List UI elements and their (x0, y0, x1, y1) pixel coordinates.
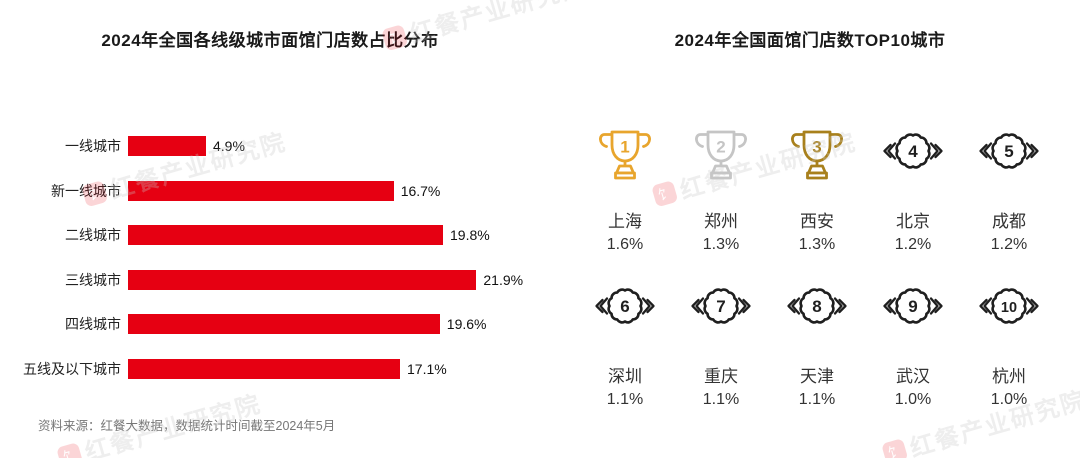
bar-value-label: 17.1% (407, 360, 447, 377)
right-chart-title: 2024年全国面馆门店数TOP10城市 (674, 31, 946, 50)
bar-category-label: 四线城市 (65, 316, 121, 333)
top10-grid: 1 上海 1.6% 2 郑州 1.3% 3 西安 1.3% 4 北京 1.2% 5 成都 1.2% 6 深圳 1.… (540, 125, 1080, 409)
left-chart-title: 2024年全国各线级城市面馆门店数占比分布 (101, 31, 439, 50)
bar-value-label: 21.9% (483, 271, 524, 288)
svg-text:6: 6 (620, 297, 629, 316)
bar-track: 19.8% (128, 225, 540, 246)
svg-text:7: 7 (716, 297, 725, 316)
city-name: 武汉 (896, 367, 930, 386)
city-name: 北京 (896, 212, 930, 231)
bar-category-label: 新一线城市 (51, 182, 121, 199)
bar-value-label: 16.7% (400, 182, 441, 199)
bar-row: 新一线城市 16.7% (0, 169, 540, 214)
rank-badge-icon: 5 (979, 133, 1039, 169)
city-name: 成都 (992, 212, 1026, 231)
bar-value-label: 4.9% (213, 138, 245, 155)
bar-track: 4.9% (128, 136, 540, 157)
bar-category-label: 二线城市 (65, 227, 121, 244)
svg-text:8: 8 (812, 297, 821, 316)
bar-row: 五线及以下城市 17.1% (0, 347, 540, 392)
rank-badge-icon: 4 (883, 133, 943, 169)
bar-track: 19.6% (128, 314, 540, 335)
city-name: 郑州 (704, 212, 738, 231)
city-name: 重庆 (704, 367, 738, 386)
city-name: 天津 (800, 367, 834, 386)
top10-city-cell: 10 杭州 1.0% (961, 280, 1057, 409)
bar-value-label: 19.6% (446, 316, 487, 333)
rank-badge-icon: 10 (979, 288, 1039, 324)
svg-text:3: 3 (812, 138, 821, 157)
bar (128, 314, 440, 335)
bar-chart: 一线城市 4.9% 新一线城市 16.7% 二线城市 19.8% 三线城市 21.9% 四线城市… (0, 124, 540, 391)
bar (128, 269, 477, 290)
top10-city-cell: 9 武汉 1.0% (865, 280, 961, 409)
svg-text:5: 5 (1004, 142, 1013, 161)
svg-text:10: 10 (1001, 300, 1017, 316)
top10-city-cell: 7 重庆 1.1% (673, 280, 769, 409)
city-share-value: 1.3% (798, 236, 836, 253)
bar-row: 四线城市 19.6% (0, 302, 540, 347)
trophy-icon: 3 (791, 130, 843, 180)
bar-category-label: 五线及以下城市 (23, 360, 121, 377)
bar-row: 三线城市 21.9% (0, 258, 540, 303)
top10-city-cell: 3 西安 1.3% (769, 125, 865, 254)
top10-city-cell: 1 上海 1.6% (577, 125, 673, 254)
city-share-value: 1.0% (990, 391, 1028, 408)
city-share-value: 1.6% (606, 236, 644, 253)
rank-badge-icon: 6 (595, 288, 655, 324)
source-note: 资料来源：红餐大数据，数据统计时间截至2024年5月 (38, 419, 336, 433)
bar-track: 21.9% (128, 269, 540, 290)
rank-badge-icon: 9 (883, 288, 943, 324)
city-share-value: 1.2% (894, 236, 932, 253)
top10-city-cell: 5 成都 1.2% (961, 125, 1057, 254)
city-share-value: 1.0% (894, 391, 932, 408)
rank-badge-icon: 7 (691, 288, 751, 324)
svg-text:4: 4 (908, 142, 918, 161)
trophy-icon: 1 (599, 130, 651, 180)
city-share-value: 1.1% (606, 391, 644, 408)
bar (128, 358, 400, 379)
bar-category-label: 一线城市 (65, 138, 121, 155)
bar-chart-panel: 2024年全国各线级城市面馆门店数占比分布 一线城市 4.9% 新一线城市 16.7%… (0, 31, 540, 433)
city-share-value: 1.2% (990, 236, 1028, 253)
svg-text:9: 9 (908, 297, 917, 316)
top10-city-cell: 2 郑州 1.3% (673, 125, 769, 254)
bar-track: 17.1% (128, 358, 540, 379)
svg-text:1: 1 (620, 138, 629, 157)
city-name: 西安 (800, 212, 834, 231)
top10-panel: 2024年全国面馆门店数TOP10城市 1 上海 1.6% 2 郑州 1.3% 3 西安 1.3… (540, 0, 1080, 458)
top10-city-cell: 4 北京 1.2% (865, 125, 961, 254)
city-name: 上海 (608, 212, 642, 231)
bar (128, 180, 394, 201)
city-share-value: 1.3% (702, 236, 740, 253)
rank-badge-icon: 8 (787, 288, 847, 324)
bar-row: 一线城市 4.9% (0, 124, 540, 169)
bar-value-label: 19.8% (450, 227, 490, 244)
top10-city-cell: 8 天津 1.1% (769, 280, 865, 409)
svg-text:2: 2 (716, 138, 725, 157)
trophy-icon: 2 (695, 130, 747, 180)
city-name: 深圳 (608, 367, 642, 386)
bar (128, 225, 443, 246)
bar-row: 二线城市 19.8% (0, 213, 540, 258)
city-name: 杭州 (992, 367, 1026, 386)
city-share-value: 1.1% (702, 391, 740, 408)
bar-category-label: 三线城市 (65, 271, 121, 288)
top10-city-cell: 6 深圳 1.1% (577, 280, 673, 409)
bar (128, 136, 206, 157)
bar-track: 16.7% (128, 180, 540, 201)
city-share-value: 1.1% (798, 391, 836, 408)
